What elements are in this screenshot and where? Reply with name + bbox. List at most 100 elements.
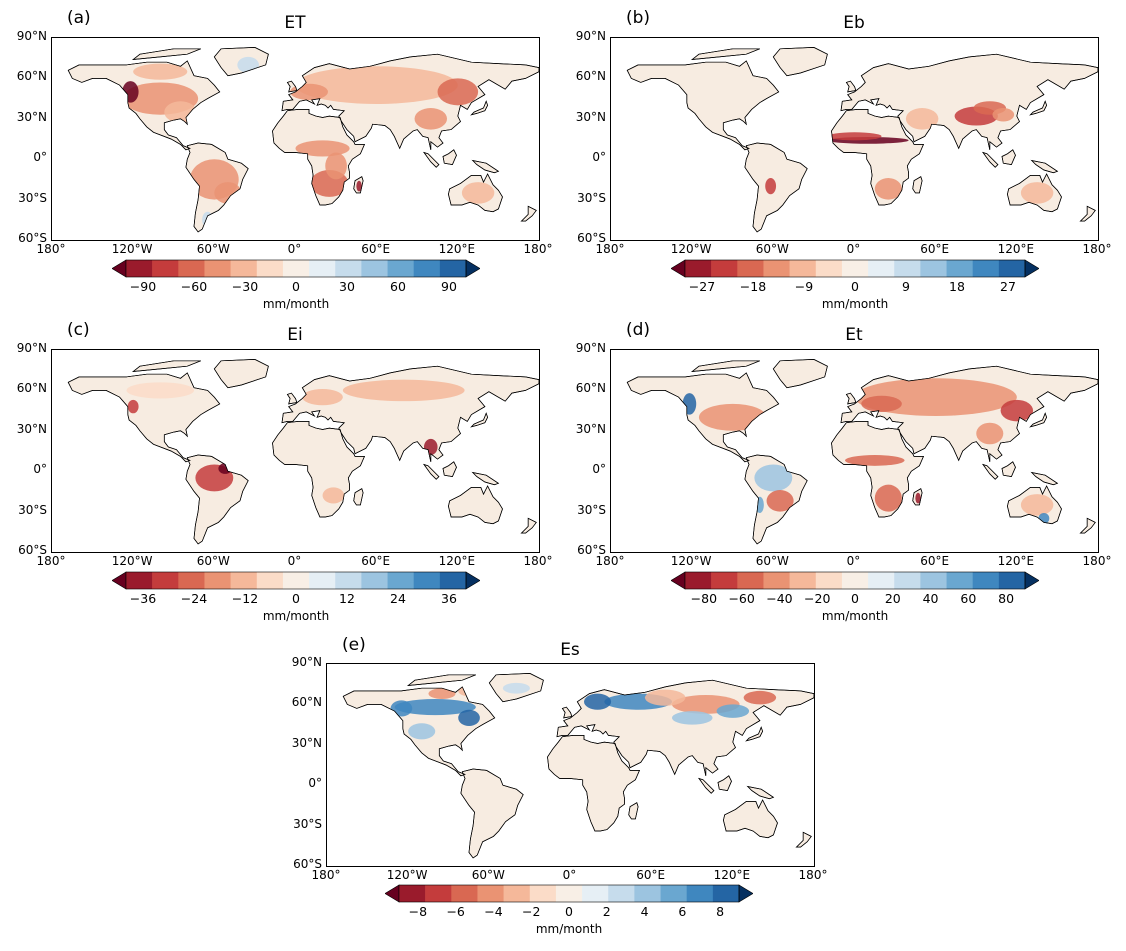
map-canvas	[342, 673, 814, 859]
panel-title: Ei	[287, 325, 303, 345]
landmass-arctic-islands	[407, 674, 476, 686]
landmass-greenland	[213, 359, 269, 389]
colorbar-segment	[868, 572, 895, 589]
landmass-south-america	[744, 142, 808, 233]
lon-tick-label: 0°	[846, 242, 861, 256]
coastline-australia	[448, 173, 503, 213]
map-canvas	[626, 359, 1098, 545]
colorbar-segment	[998, 260, 1026, 277]
coastline-new-guinea	[746, 785, 775, 800]
colorbar-units-label: mm/month	[262, 297, 330, 311]
coastline-south-america	[460, 768, 524, 859]
colorbar-tick-label: 40	[922, 591, 939, 606]
anomaly-patch	[502, 682, 530, 694]
colorbar-segment	[686, 885, 714, 902]
colorbar-extend-low	[384, 884, 400, 903]
anomaly-patch	[1000, 399, 1034, 422]
colorbar-segment	[894, 260, 921, 277]
landmass-borneo	[1001, 149, 1016, 165]
anomaly-field	[126, 379, 465, 504]
coastline-arctic-islands	[691, 360, 760, 372]
landmass-australia	[448, 485, 503, 525]
coastline-eurasia	[281, 53, 539, 150]
lat-tick-label: 60°S	[577, 543, 606, 557]
colorbar-segment	[477, 885, 504, 902]
colorbar-tick-label: −24	[180, 591, 208, 606]
lon-tick-label: 180°	[595, 242, 625, 256]
lat-tick-label: 0°	[308, 776, 322, 791]
lat-tick-label: 30°N	[575, 421, 606, 436]
lat-tick-label: 60°N	[575, 69, 606, 84]
anomaly-patch	[133, 63, 188, 80]
anomaly-patch	[644, 689, 686, 706]
landmass-borneo	[442, 461, 457, 477]
coastline-africa	[272, 109, 366, 206]
landmass-new-guinea	[471, 159, 500, 174]
map-canvas	[67, 359, 539, 545]
lat-tick-label: 60°S	[577, 231, 606, 245]
panel-letter: (d)	[626, 320, 651, 340]
lon-tick-label: 0°	[287, 554, 302, 568]
lat-tick-label: 30°S	[293, 816, 322, 831]
coastline-madagascar	[912, 176, 923, 194]
landmass-borneo	[717, 775, 732, 791]
colorbar-segment	[998, 572, 1026, 589]
colorbar-segment	[204, 260, 231, 277]
coastline-borneo	[1001, 461, 1016, 477]
colorbar-segment	[582, 885, 609, 902]
lon-tick-label: 120°E	[997, 242, 1035, 256]
colorbar-tick-label: 27	[1000, 279, 1016, 294]
anomaly-patch	[127, 399, 139, 414]
colorbar-tick-label: −18	[739, 279, 767, 294]
coastline-uk	[286, 80, 298, 93]
colorbar-segment	[737, 572, 764, 589]
lon-tick-label: 180°	[798, 868, 828, 882]
map-b	[610, 37, 1099, 241]
colorbar-tick-label: 20	[884, 591, 901, 606]
colorbar-extend-high	[738, 884, 754, 903]
colorbar-segment	[503, 885, 531, 902]
coastline-japan	[470, 412, 488, 428]
colorbar-tick-label: −6	[446, 904, 465, 919]
colorbar-segment	[608, 885, 635, 902]
lat-tick-label: 30°N	[575, 109, 606, 124]
colorbar-segment	[230, 260, 258, 277]
lat-tick-label: 90°N	[16, 341, 47, 355]
anomaly-patch	[861, 395, 902, 412]
coastline-japan	[745, 726, 763, 742]
map-c	[51, 349, 540, 553]
colorbar-segment	[685, 572, 712, 589]
coastline-eurasia	[281, 365, 539, 462]
panel-letter: (e)	[342, 635, 366, 655]
lon-tick-label: 60°W	[755, 242, 789, 256]
anomaly-patch	[915, 492, 921, 504]
landmass-borneo	[1001, 461, 1016, 477]
coastline-arctic-islands	[132, 48, 201, 60]
colorbar-segment	[841, 260, 869, 277]
lon-tick-label: 60°E	[636, 868, 666, 882]
colorbar-segment	[387, 260, 414, 277]
coastline-new-zealand	[520, 205, 537, 222]
lat-tick-label: 0°	[33, 150, 47, 165]
colorbar-units-label: mm/month	[821, 609, 889, 623]
anomaly-patch	[295, 140, 350, 157]
landmass-new-guinea	[1030, 471, 1059, 486]
anomaly-patch	[874, 178, 902, 200]
colorbar-segment	[178, 572, 205, 589]
lon-tick-label: 120°W	[386, 868, 428, 882]
anomaly-patch	[214, 182, 242, 204]
colorbar-tick-label: −8	[408, 904, 428, 919]
lon-tick-label: 0°	[846, 554, 861, 568]
colorbar-segment	[815, 260, 843, 277]
lat-tick-label: 30°S	[577, 502, 606, 517]
colorbar-e	[384, 884, 754, 907]
coastlines	[67, 359, 539, 545]
colorbar-b	[670, 259, 1040, 282]
colorbar-c	[111, 571, 481, 594]
coastline-arctic-islands	[132, 360, 201, 372]
coastline-madagascar	[912, 488, 923, 506]
colorbar-tick-label: 0	[292, 591, 300, 606]
colorbar-segment	[737, 260, 764, 277]
lat-tick-label: 90°N	[575, 341, 606, 355]
coastline-africa	[831, 421, 925, 518]
